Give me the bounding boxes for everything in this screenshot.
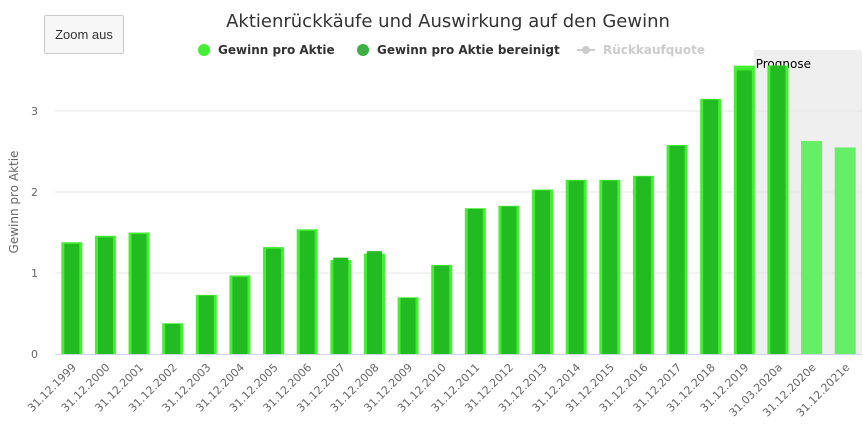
- x-axis: 31.12.199931.12.200031.12.200131.12.2002…: [25, 361, 852, 420]
- legend-label: Gewinn pro Aktie bereinigt: [377, 43, 560, 57]
- bar-gewinn-pro-aktie-bereinigt[interactable]: [400, 298, 416, 354]
- bar-gewinn-pro-aktie-bereinigt[interactable]: [198, 295, 214, 354]
- y-tick-label: 1: [31, 267, 38, 280]
- bar-gewinn-pro-aktie-bereinigt[interactable]: [366, 251, 382, 354]
- legend-symbol: [357, 44, 369, 56]
- bar-gewinn-pro-aktie-bereinigt[interactable]: [568, 180, 584, 354]
- bar-gewinn-pro-aktie-bereinigt[interactable]: [703, 99, 719, 354]
- bar-gewinn-pro-aktie-bereinigt[interactable]: [131, 234, 147, 354]
- bar-gewinn-pro-aktie-bereinigt[interactable]: [736, 70, 752, 355]
- bar-gewinn-pro-aktie-bereinigt[interactable]: [64, 243, 80, 354]
- bar-gewinn-pro-aktie[interactable]: [801, 140, 823, 354]
- bar-gewinn-pro-aktie-bereinigt[interactable]: [770, 65, 786, 354]
- legend-item[interactable]: Rückkaufquote: [577, 43, 705, 57]
- chart-title: Aktienrückkäufe und Auswirkung auf den G…: [226, 11, 670, 32]
- bar-gewinn-pro-aktie-bereinigt[interactable]: [232, 277, 248, 354]
- legend-symbol-marker: [582, 46, 590, 54]
- bar-gewinn-pro-aktie-bereinigt[interactable]: [535, 190, 551, 354]
- bar-gewinn-pro-aktie[interactable]: [834, 147, 856, 354]
- y-tick-label: 0: [31, 348, 38, 361]
- bar-gewinn-pro-aktie-bereinigt[interactable]: [669, 145, 685, 354]
- legend-label: Gewinn pro Aktie: [218, 43, 335, 57]
- legend-item[interactable]: Gewinn pro Aktie: [198, 43, 335, 57]
- y-axis: 0 1 2 3: [31, 105, 38, 361]
- legend-label: Rückkaufquote: [603, 43, 705, 57]
- bar-gewinn-pro-aktie-bereinigt[interactable]: [97, 237, 113, 354]
- bars: [61, 65, 856, 355]
- legend: Gewinn pro Aktie Gewinn pro Aktie bereini…: [198, 43, 705, 57]
- bar-gewinn-pro-aktie-bereinigt[interactable]: [266, 248, 282, 354]
- bar-gewinn-pro-aktie-bereinigt[interactable]: [467, 209, 483, 354]
- bar-gewinn-pro-aktie-bereinigt[interactable]: [333, 257, 349, 354]
- legend-symbol: [198, 44, 210, 56]
- bar-gewinn-pro-aktie-bereinigt[interactable]: [501, 206, 517, 354]
- y-axis-title: Gewinn pro Aktie: [7, 151, 21, 254]
- y-tick-label: 2: [31, 186, 38, 199]
- bar-gewinn-pro-aktie-bereinigt[interactable]: [165, 324, 181, 354]
- bar-gewinn-pro-aktie-bereinigt[interactable]: [602, 180, 618, 354]
- bar-gewinn-pro-aktie-bereinigt[interactable]: [635, 176, 651, 354]
- legend-item[interactable]: Gewinn pro Aktie bereinigt: [357, 43, 560, 57]
- y-tick-label: 3: [31, 105, 38, 118]
- zoom-out-button[interactable]: Zoom aus: [44, 15, 124, 54]
- bar-gewinn-pro-aktie-bereinigt[interactable]: [434, 265, 450, 354]
- bar-gewinn-pro-aktie-bereinigt[interactable]: [299, 230, 315, 354]
- gridlines: [55, 110, 862, 355]
